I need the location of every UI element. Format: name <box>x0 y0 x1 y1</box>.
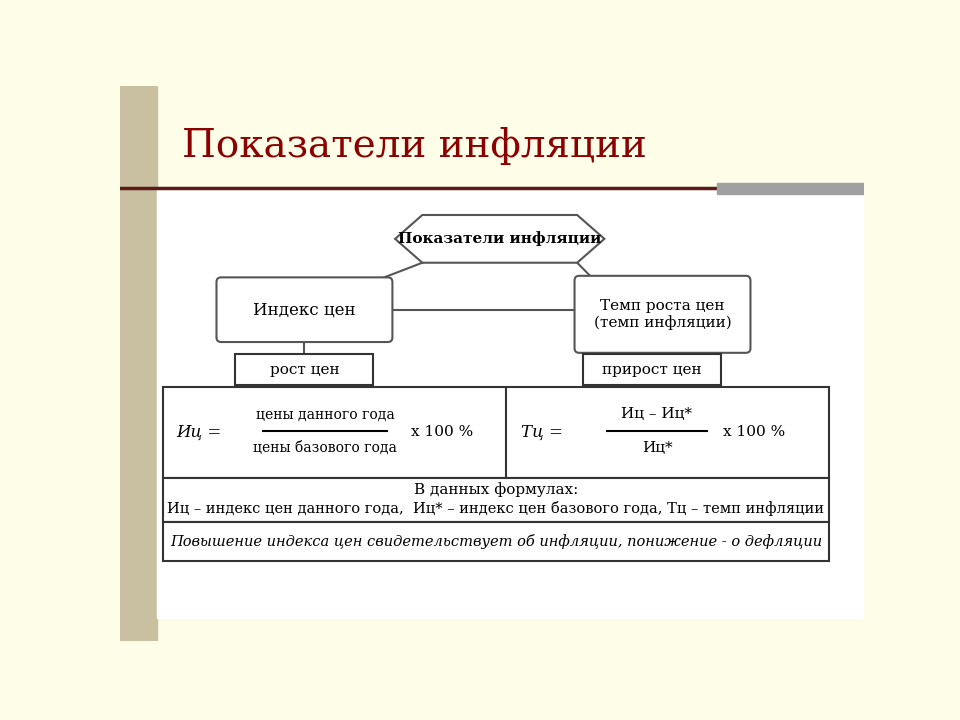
Bar <box>717 183 864 194</box>
Text: Иц*: Иц* <box>641 441 672 454</box>
Polygon shape <box>396 215 605 263</box>
Text: Иц =: Иц = <box>177 423 222 441</box>
Bar <box>162 522 829 561</box>
Text: х 100 %: х 100 % <box>723 425 785 439</box>
Bar <box>157 188 864 618</box>
Text: Тц =: Тц = <box>521 423 564 441</box>
Text: Показатели инфляции: Показатели инфляции <box>398 231 601 246</box>
Text: цены базового года: цены базового года <box>253 441 397 454</box>
FancyBboxPatch shape <box>217 277 393 342</box>
Text: Иц – индекс цен данного года,  Иц* – индекс цен базового года, Тц – темп инфляци: Иц – индекс цен данного года, Иц* – инде… <box>167 501 825 516</box>
Bar <box>162 477 829 522</box>
Text: рост цен: рост цен <box>270 363 339 377</box>
Text: Показатели инфляции: Показатели инфляции <box>182 127 647 166</box>
Bar <box>235 354 373 385</box>
Bar <box>120 86 157 641</box>
Bar <box>583 354 721 385</box>
Text: прирост цен: прирост цен <box>602 363 702 377</box>
Text: В данных формулах:: В данных формулах: <box>414 482 578 498</box>
Bar <box>162 387 829 477</box>
Text: Темп роста цен
(темп инфляции): Темп роста цен (темп инфляции) <box>593 299 732 330</box>
Text: Иц – Иц*: Иц – Иц* <box>621 407 692 420</box>
Text: Повышение индекса цен свидетельствует об инфляции, понижение - о дефляции: Повышение индекса цен свидетельствует об… <box>170 534 822 549</box>
Text: х 100 %: х 100 % <box>411 425 473 439</box>
Text: цены данного года: цены данного года <box>256 408 395 422</box>
Text: Индекс цен: Индекс цен <box>253 301 356 318</box>
FancyBboxPatch shape <box>574 276 751 353</box>
